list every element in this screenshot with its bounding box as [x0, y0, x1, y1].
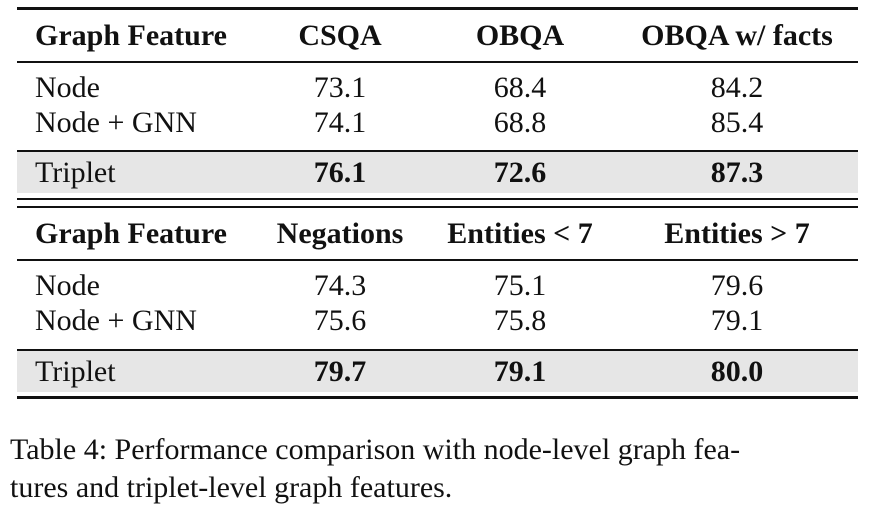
table-cell: 68.4	[493, 71, 547, 104]
table-cell: 68.8	[493, 106, 547, 139]
header-entities-gt-7: Entities > 7	[664, 217, 810, 250]
table-cell: 80.0	[710, 355, 764, 388]
table-cell: 84.2	[710, 71, 764, 104]
header-entities-lt-7: Entities < 7	[447, 217, 593, 250]
table-cell: 74.1	[313, 106, 367, 139]
highlight-row	[17, 351, 858, 392]
row-label: Node + GNN	[35, 106, 197, 139]
row-label: Node	[35, 71, 100, 104]
table-cell: 79.6	[710, 269, 764, 302]
table-cell: 87.3	[710, 156, 764, 189]
top-rule	[17, 7, 858, 10]
table-cell: 85.4	[710, 106, 764, 139]
header-obqa-facts: OBQA w/ facts	[641, 19, 833, 52]
bottom-rule	[17, 396, 858, 399]
table-cell: 74.3	[313, 269, 367, 302]
table-cell: 75.8	[493, 304, 547, 337]
table-cell: 73.1	[313, 71, 367, 104]
header-rule	[17, 61, 858, 63]
table-cell: 79.7	[313, 355, 367, 388]
header-graph-feature: Graph Feature	[35, 217, 227, 250]
table-cell: 75.1	[493, 269, 547, 302]
separator-rule	[17, 198, 858, 200]
separator-rule	[17, 206, 858, 208]
header-obqa: OBQA	[475, 19, 565, 52]
table-cell: 79.1	[710, 304, 764, 337]
table-cell: 76.1	[313, 156, 367, 189]
header-rule	[17, 259, 858, 261]
mid-rule	[17, 150, 858, 152]
table-cell: 72.6	[493, 156, 547, 189]
table-caption: Table 4: Performance comparison with nod…	[10, 431, 860, 507]
header-graph-feature: Graph Feature	[35, 19, 227, 52]
header-negations: Negations	[276, 217, 404, 250]
table-cell: 79.1	[493, 355, 547, 388]
mid-rule	[17, 349, 858, 351]
header-csqa: CSQA	[298, 19, 382, 52]
row-label: Triplet	[35, 156, 116, 189]
caption-line: Table 4: Performance comparison with nod…	[10, 433, 741, 466]
caption-line: tures and triplet-level graph features.	[10, 471, 453, 504]
row-label: Triplet	[35, 355, 116, 388]
table-cell: 75.6	[313, 304, 367, 337]
highlight-row	[17, 152, 858, 193]
row-label: Node	[35, 269, 100, 302]
row-label: Node + GNN	[35, 304, 197, 337]
